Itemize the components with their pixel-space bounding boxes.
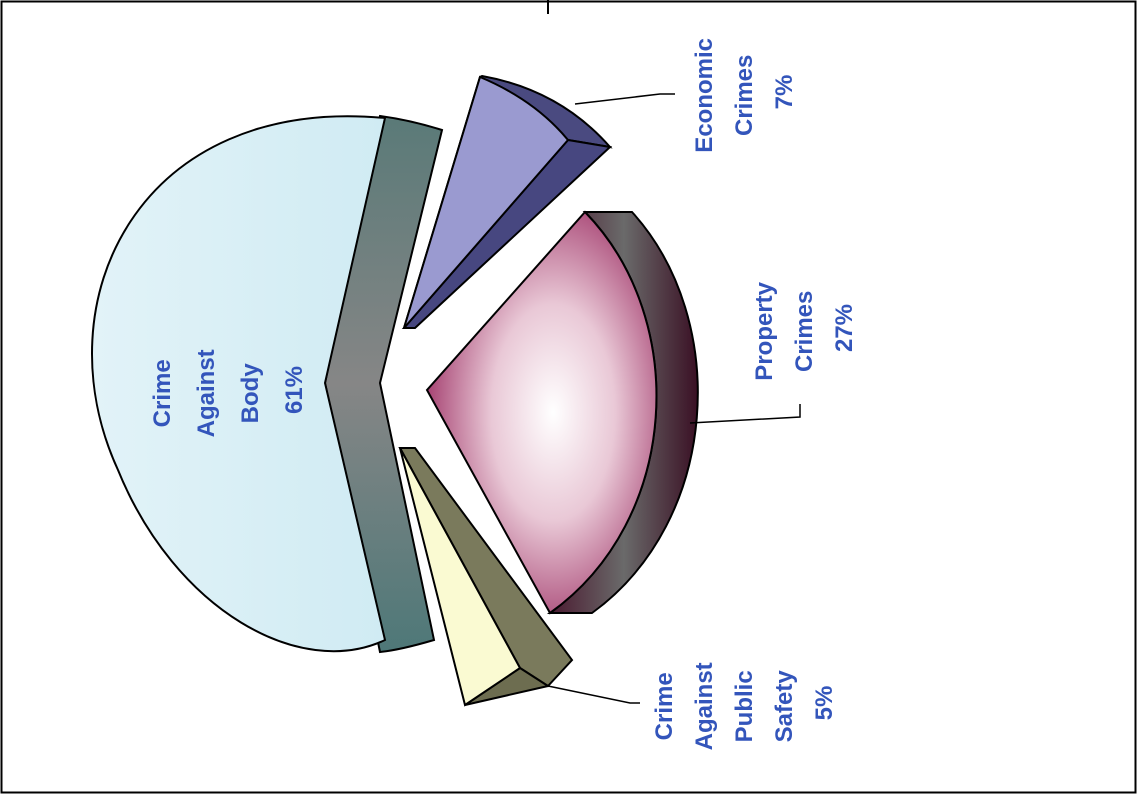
label-crime-against-public-safety: Crime Against Public Safety 5% [651, 656, 838, 751]
leader-line-economic [575, 94, 675, 104]
slice-crime-against-body [92, 116, 442, 652]
label-property-crimes: Property Crimes 27% [751, 275, 858, 380]
leader-line-safety [548, 686, 640, 703]
label-economic-crimes: Economic Crimes 7% [691, 31, 798, 152]
leader-line-property [690, 404, 800, 423]
